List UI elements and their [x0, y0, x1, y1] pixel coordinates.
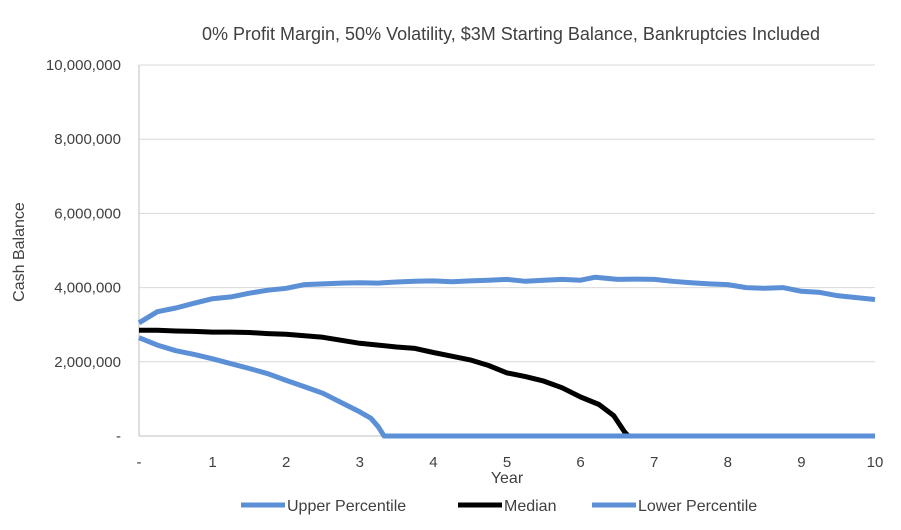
series-line-median: [139, 327, 631, 438]
x-tick-label: 3: [356, 454, 364, 471]
x-tick-label: 9: [797, 454, 805, 471]
y-axis-label: Cash Balance: [11, 202, 28, 302]
y-tick-label: -: [116, 428, 121, 445]
legend-label-median: Median: [504, 498, 556, 515]
legend: Upper Percentile Median Lower Percentile: [241, 498, 757, 515]
series-line-lower-percentile: [138, 335, 875, 439]
x-tick-label: 5: [503, 454, 511, 471]
series-group: [137, 274, 876, 439]
y-tick-label: 2,000,000: [54, 354, 121, 371]
x-tick-label: 4: [429, 454, 437, 471]
x-tick-label: 10: [867, 454, 884, 471]
y-tick-label: 10,000,000: [46, 57, 121, 74]
chart-title: 0% Profit Margin, 50% Volatility, $3M St…: [202, 24, 820, 44]
series-line-upper-percentile: [137, 274, 876, 325]
gridlines: [139, 64, 875, 363]
x-tick-label: 7: [650, 454, 658, 471]
x-tick-label: 1: [208, 454, 216, 471]
legend-label-lower-percentile: Lower Percentile: [638, 498, 757, 515]
x-tick-label: 8: [724, 454, 732, 471]
x-axis-label: Year: [491, 470, 524, 487]
y-tick-labels: - 2,000,000 4,000,000 6,000,000 8,000,000 10,…: [46, 57, 121, 445]
legend-label-upper-percentile: Upper Percentile: [287, 498, 406, 515]
y-tick-label: 8,000,000: [54, 131, 121, 148]
x-tick-labels: - 1 2 3 4 5 6 7 8 9 10: [137, 454, 884, 471]
x-tick-label: -: [137, 454, 142, 471]
x-tick-label: 6: [576, 454, 584, 471]
y-tick-label: 6,000,000: [54, 205, 121, 222]
y-tick-label: 4,000,000: [54, 280, 121, 297]
x-tick-label: 2: [282, 454, 290, 471]
